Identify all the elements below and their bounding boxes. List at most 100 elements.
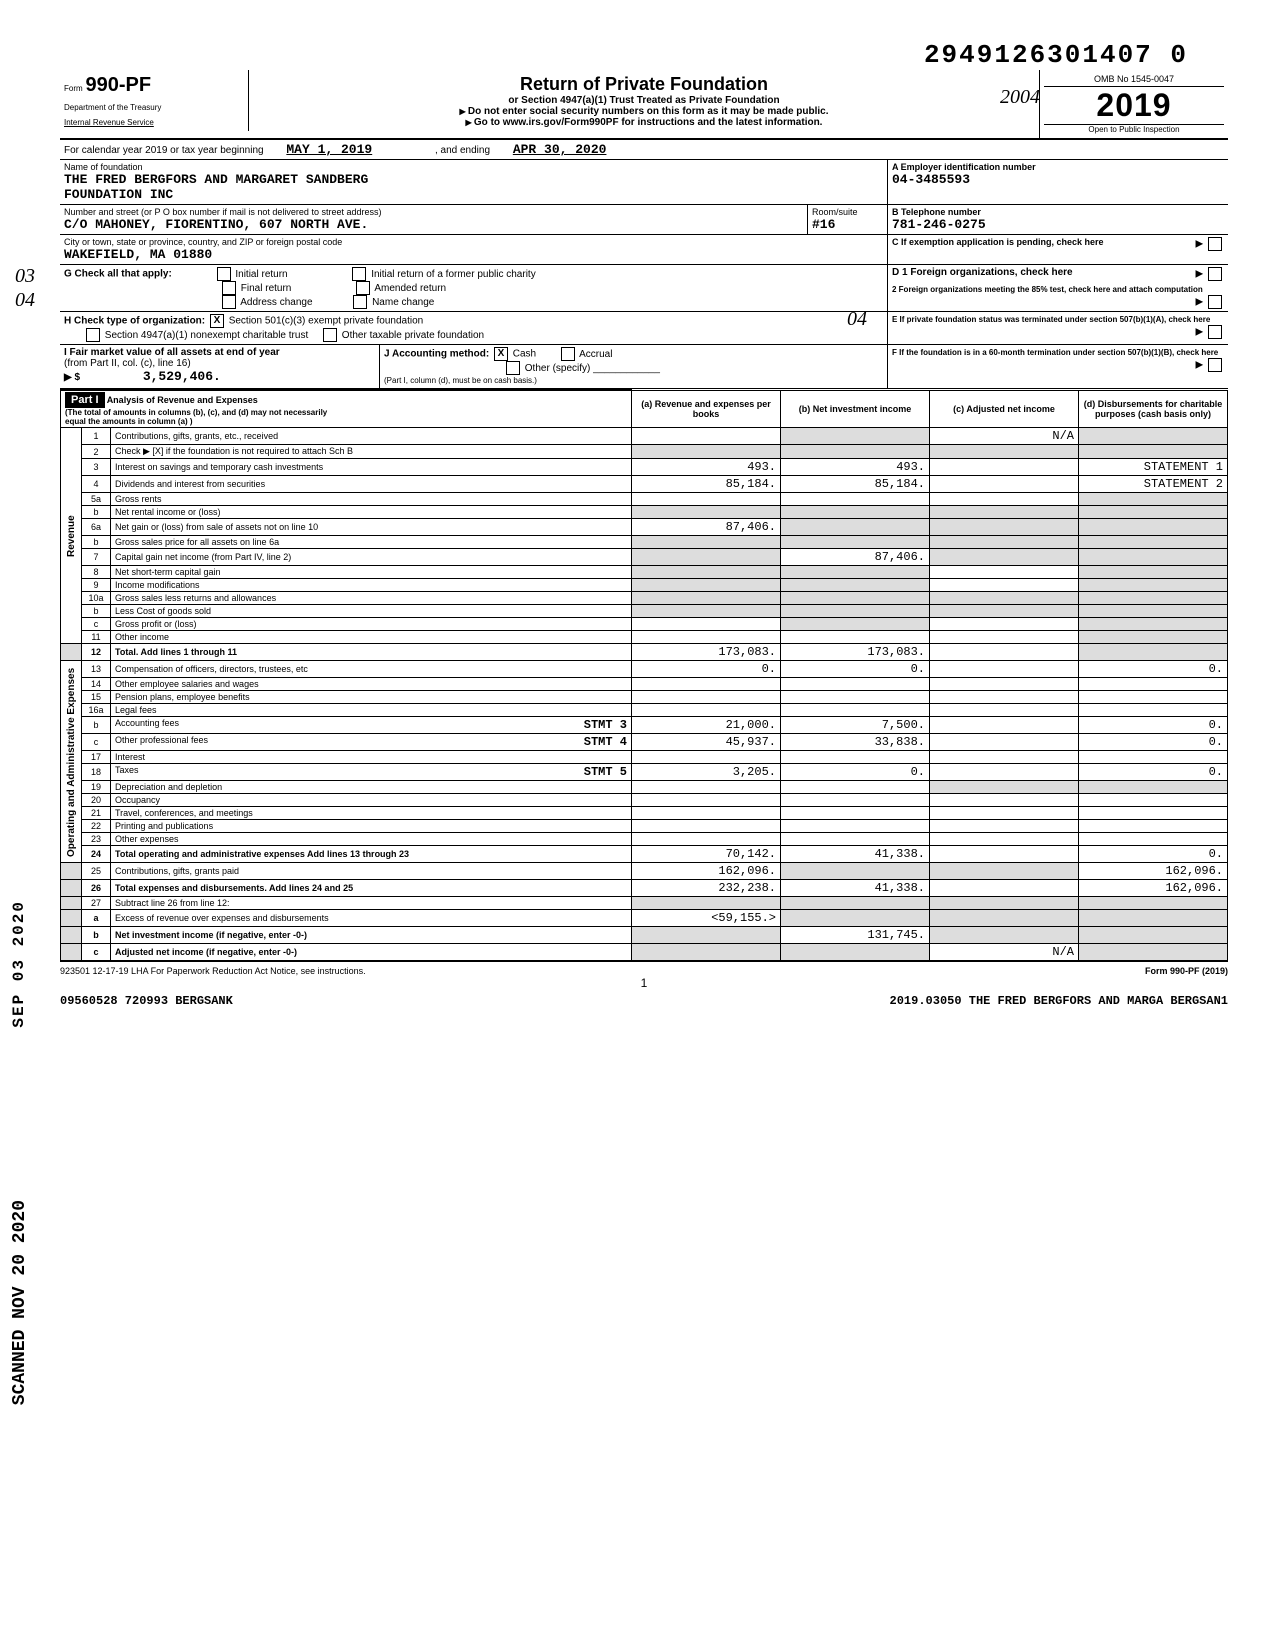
r21-desc: Travel, conferences, and meetings bbox=[111, 807, 632, 820]
r1-desc: Contributions, gifts, grants, etc., rece… bbox=[111, 428, 632, 445]
r13-desc: Compensation of officers, directors, tru… bbox=[111, 661, 632, 678]
period-begin: MAY 1, 2019 bbox=[286, 142, 372, 157]
r3-num: 3 bbox=[82, 459, 111, 476]
dln: 2949126301407 0 bbox=[60, 40, 1188, 70]
col-d-header: (d) Disbursements for charitable purpose… bbox=[1079, 390, 1228, 428]
r27a-a: <59,155.> bbox=[632, 910, 781, 927]
tax-year: 2019 bbox=[1044, 87, 1224, 124]
e-checkbox[interactable] bbox=[1208, 325, 1222, 339]
r5a-num: 5a bbox=[82, 493, 111, 506]
header-right: OMB No 1545-0047 2004 2019 Open to Publi… bbox=[1039, 70, 1228, 138]
r8-desc: Net short-term capital gain bbox=[111, 566, 632, 579]
ein: 04-3485593 bbox=[892, 172, 1224, 187]
scanned-stamp: SCANNED NOV 20 2020 bbox=[10, 1200, 30, 1405]
r16c-b: 33,838. bbox=[781, 734, 930, 751]
r21-num: 21 bbox=[82, 807, 111, 820]
g-amended-checkbox[interactable] bbox=[356, 281, 370, 295]
r13-b: 0. bbox=[781, 661, 930, 678]
r24-num: 24 bbox=[82, 846, 111, 863]
r12-b: 173,083. bbox=[781, 644, 930, 661]
r12-a: 173,083. bbox=[632, 644, 781, 661]
r18-num: 18 bbox=[82, 764, 111, 781]
address: C/O MAHONEY, FIORENTINO, 607 NORTH AVE. bbox=[64, 217, 803, 232]
j-accrual: Accrual bbox=[579, 349, 612, 360]
hand-04b: 04 bbox=[847, 308, 867, 331]
g-opt2: Final return bbox=[241, 283, 292, 294]
g-former-checkbox[interactable] bbox=[352, 267, 366, 281]
j-accrual-checkbox[interactable] bbox=[561, 347, 575, 361]
col-c-header: (c) Adjusted net income bbox=[930, 390, 1079, 428]
r27-num: 27 bbox=[82, 897, 111, 910]
g-opt6: Name change bbox=[372, 297, 434, 308]
j-note: (Part I, column (d), must be on cash bas… bbox=[384, 376, 537, 385]
r5a-desc: Gross rents bbox=[111, 493, 632, 506]
r12-num: 12 bbox=[82, 644, 111, 661]
r3-a: 493. bbox=[632, 459, 781, 476]
e-label: E If private foundation status was termi… bbox=[892, 315, 1210, 324]
r27a-num: a bbox=[82, 910, 111, 927]
g-name-checkbox[interactable] bbox=[353, 295, 367, 309]
h-opt2: Section 4947(a)(1) nonexempt charitable … bbox=[105, 330, 308, 341]
r11-desc: Other income bbox=[111, 631, 632, 644]
r4-desc: Dividends and interest from securities bbox=[111, 476, 632, 493]
g-address-checkbox[interactable] bbox=[222, 295, 236, 309]
r27c-c: N/A bbox=[930, 944, 1079, 962]
form-number: 990-PF bbox=[85, 74, 151, 96]
r5b-num: b bbox=[82, 506, 111, 519]
r7-b: 87,406. bbox=[781, 549, 930, 566]
r18-b: 0. bbox=[781, 764, 930, 781]
g-initial-checkbox[interactable] bbox=[217, 267, 231, 281]
f-checkbox[interactable] bbox=[1208, 358, 1222, 372]
h-label: H Check type of organization: bbox=[64, 316, 205, 327]
r9-desc: Income modifications bbox=[111, 579, 632, 592]
d2-checkbox[interactable] bbox=[1208, 295, 1222, 309]
r20-desc: Occupancy bbox=[111, 794, 632, 807]
lha-notice: 923501 12-17-19 LHA For Paperwork Reduct… bbox=[60, 966, 366, 976]
page-number: 1 bbox=[60, 976, 1228, 990]
r6a-num: 6a bbox=[82, 519, 111, 536]
period-label: For calendar year 2019 or tax year begin… bbox=[64, 145, 264, 156]
dept-irs: Internal Revenue Service bbox=[64, 118, 244, 127]
r14-num: 14 bbox=[82, 678, 111, 691]
g-final-checkbox[interactable] bbox=[222, 281, 236, 295]
r1-b bbox=[781, 428, 930, 445]
r1-c: N/A bbox=[930, 428, 1079, 445]
r6b-num: b bbox=[82, 536, 111, 549]
footer-left: 09560528 720993 BERGSANK bbox=[60, 994, 233, 1008]
j-other-checkbox[interactable] bbox=[506, 361, 520, 375]
r6b-desc: Gross sales price for all assets on line… bbox=[111, 536, 632, 549]
r16b-desc: Accounting fees bbox=[115, 718, 179, 728]
r19-num: 19 bbox=[82, 781, 111, 794]
d1-label: D 1 Foreign organizations, check here bbox=[892, 267, 1073, 278]
form-subtitle1: or Section 4947(a)(1) Trust Treated as P… bbox=[253, 95, 1035, 106]
form-subtitle2: Do not enter social security numbers on … bbox=[253, 106, 1035, 117]
year-handwritten: 2004 bbox=[1000, 86, 1040, 109]
h-4947-checkbox[interactable] bbox=[86, 328, 100, 342]
r27b-num: b bbox=[82, 927, 111, 944]
r24-b: 41,338. bbox=[781, 846, 930, 863]
r10c-num: c bbox=[82, 618, 111, 631]
r3-b: 493. bbox=[781, 459, 930, 476]
f-label: F If the foundation is in a 60-month ter… bbox=[892, 348, 1218, 357]
r13-a: 0. bbox=[632, 661, 781, 678]
d1-checkbox[interactable] bbox=[1208, 267, 1222, 281]
r27b-desc: Net investment income (if negative, ente… bbox=[111, 927, 632, 944]
h-other-checkbox[interactable] bbox=[323, 328, 337, 342]
r16c-a: 45,937. bbox=[632, 734, 781, 751]
r24-desc: Total operating and administrative expen… bbox=[111, 846, 632, 863]
h-501c3-checkbox[interactable] bbox=[210, 314, 224, 328]
dept-treasury: Department of the Treasury bbox=[64, 103, 244, 112]
r24-d: 0. bbox=[1079, 846, 1228, 863]
r20-num: 20 bbox=[82, 794, 111, 807]
sep-stamp: SEP 03 2020 bbox=[10, 900, 28, 1028]
r10c-desc: Gross profit or (loss) bbox=[111, 618, 632, 631]
hand-04: 04 bbox=[15, 289, 35, 312]
r18-desc: Taxes bbox=[115, 765, 139, 775]
j-cash-checkbox[interactable] bbox=[494, 347, 508, 361]
c-checkbox[interactable] bbox=[1208, 237, 1222, 251]
form-title: Return of Private Foundation bbox=[253, 74, 1035, 95]
r16b-stmt: STMT 3 bbox=[584, 718, 627, 732]
j-label: J Accounting method: bbox=[384, 349, 489, 360]
r3-desc: Interest on savings and temporary cash i… bbox=[111, 459, 632, 476]
r27c-num: c bbox=[82, 944, 111, 962]
